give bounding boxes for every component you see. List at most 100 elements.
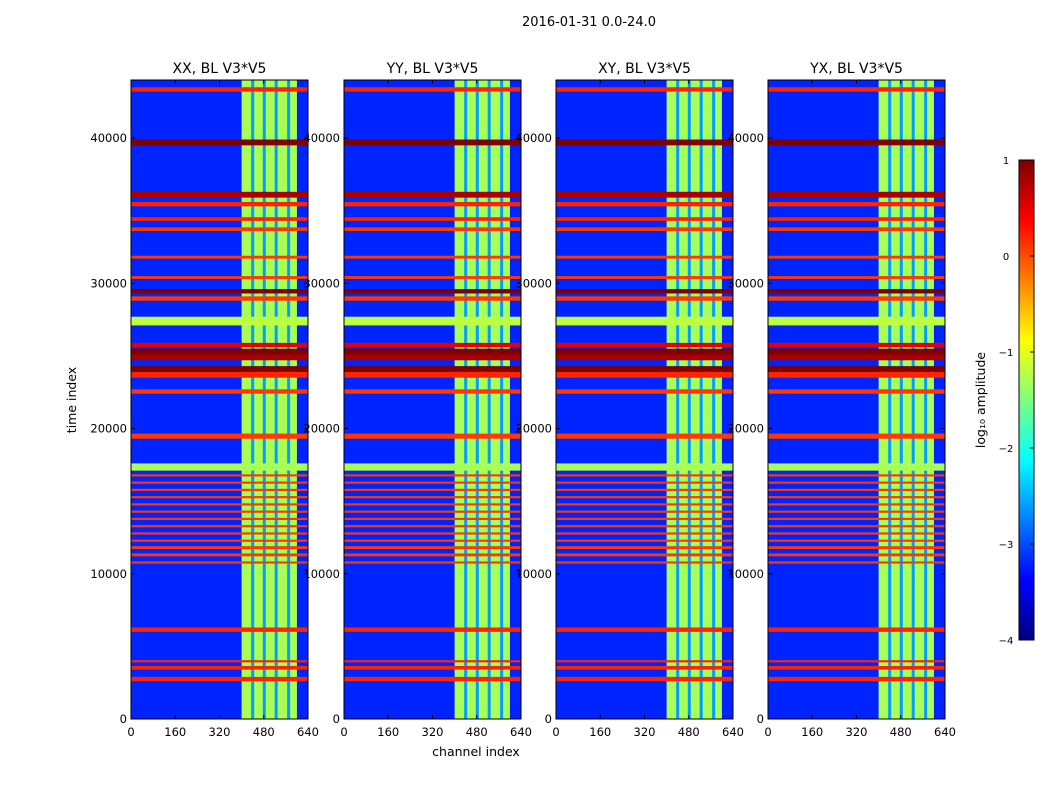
flagged-row — [556, 546, 733, 550]
flagged-row — [768, 496, 945, 499]
y-tick-label: 30000 — [515, 276, 552, 290]
x-tick-label: 480 — [253, 725, 275, 739]
flagged-row — [344, 191, 521, 198]
panel-title: XX, BL V3*V5 — [173, 61, 267, 77]
x-tick-label: 160 — [164, 725, 186, 739]
flagged-row — [556, 296, 733, 301]
x-axis-label: channel index — [432, 744, 520, 759]
panel-title: YX, BL V3*V5 — [809, 61, 903, 77]
flagged-row — [344, 517, 521, 521]
flagged-row — [556, 510, 733, 513]
flagged-row — [344, 342, 521, 348]
flagged-row — [131, 276, 308, 279]
colorbar: log₁₀ amplitude 1 0 −1 −2 −3 −4 — [973, 156, 1035, 647]
flagged-row — [768, 532, 945, 535]
heatmap-area — [768, 80, 945, 719]
band-divider — [287, 80, 291, 719]
flagged-row — [556, 627, 733, 632]
flagged-row — [768, 276, 945, 279]
band-divider — [911, 80, 915, 719]
flagged-row — [344, 227, 521, 232]
flagged-row — [768, 217, 945, 221]
colorbar-tick-label: −2 — [999, 444, 1014, 455]
flagged-row — [768, 191, 945, 198]
flagged-row — [344, 217, 521, 221]
flagged-row — [556, 488, 733, 491]
flagged-row — [556, 366, 733, 372]
flagged-row — [344, 276, 521, 279]
y-tick-label: 10000 — [303, 567, 340, 581]
flagged-row — [344, 561, 521, 564]
heatmap-area — [344, 80, 521, 719]
band-divider — [888, 80, 892, 719]
flagged-row — [131, 354, 308, 361]
y-tick-label: 40000 — [515, 131, 552, 145]
panel-title: YY, BL V3*V5 — [386, 61, 479, 77]
flagged-row — [344, 553, 521, 557]
flagged-row — [131, 463, 308, 471]
flagged-row — [131, 255, 308, 259]
flagged-row — [556, 217, 733, 221]
y-axis-label: time index — [64, 367, 79, 433]
panel-title: XY, BL V3*V5 — [598, 61, 691, 77]
flagged-row — [556, 201, 733, 207]
x-tick-label: 320 — [209, 725, 231, 739]
flagged-row — [556, 525, 733, 528]
x-tick-label: 160 — [801, 725, 823, 739]
flagged-row — [131, 316, 308, 326]
flagged-row — [344, 139, 521, 146]
flagged-row — [556, 371, 733, 378]
flagged-row — [131, 366, 308, 372]
band-divider — [251, 80, 255, 719]
x-tick-label: 640 — [722, 725, 744, 739]
flagged-row — [556, 191, 733, 198]
colorbar-tick-label: −4 — [999, 636, 1014, 647]
flagged-row — [768, 561, 945, 564]
y-tick-label: 10000 — [515, 567, 552, 581]
flagged-row — [556, 561, 733, 564]
y-tick-label: 0 — [120, 712, 127, 726]
flagged-row — [131, 503, 308, 506]
flagged-row — [556, 255, 733, 259]
flagged-row — [556, 532, 733, 535]
flagged-row — [344, 676, 521, 682]
flagged-row — [556, 354, 733, 361]
flagged-row — [768, 354, 945, 361]
x-tick-label: 640 — [510, 725, 532, 739]
flagged-row — [131, 371, 308, 378]
x-tick-label: 0 — [764, 725, 771, 739]
flagged-row — [344, 510, 521, 513]
x-tick-label: 320 — [634, 725, 656, 739]
flagged-row — [344, 354, 521, 361]
flagged-row — [131, 342, 308, 348]
flagged-row — [344, 316, 521, 326]
flagged-row — [768, 433, 945, 439]
flagged-row — [344, 546, 521, 550]
panel-0: XX, BL V3*V5 0 160 320 480 640 0 10000 20000 3000… — [90, 61, 319, 739]
y-tick-label: 0 — [545, 712, 552, 726]
flagged-row — [768, 539, 945, 542]
flagged-row — [768, 348, 945, 355]
flagged-row — [556, 289, 733, 294]
flagged-row — [344, 463, 521, 471]
flagged-row — [131, 348, 308, 355]
y-tick-label: 10000 — [90, 567, 127, 581]
flagged-row — [344, 87, 521, 92]
flagged-row — [768, 553, 945, 557]
flagged-row — [131, 474, 308, 477]
flagged-row — [556, 348, 733, 355]
flagged-row — [556, 660, 733, 663]
flagged-row — [131, 539, 308, 542]
heatmap-area — [556, 80, 733, 719]
y-tick-label: 20000 — [515, 422, 552, 436]
flagged-row — [556, 481, 733, 484]
band-divider — [500, 80, 504, 719]
x-tick-label: 160 — [377, 725, 399, 739]
band-divider — [274, 80, 278, 719]
y-tick-label: 20000 — [727, 422, 764, 436]
flagged-row — [344, 481, 521, 484]
colorbar-tick-label: −3 — [999, 540, 1014, 551]
flagged-row — [556, 474, 733, 477]
flagged-row — [556, 665, 733, 670]
